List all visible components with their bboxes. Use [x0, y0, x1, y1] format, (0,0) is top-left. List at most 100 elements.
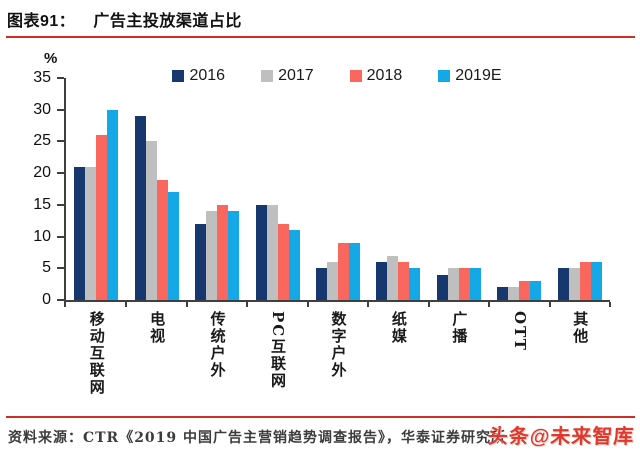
legend-item-2016: 2016 [172, 67, 225, 85]
bar-group-3 [187, 78, 249, 307]
y-tick-label: 20 [33, 164, 51, 182]
y-tick-label: 35 [33, 69, 51, 86]
bar-2018 [458, 268, 470, 300]
legend-swatch-2019E [438, 70, 451, 82]
x-category-2: 电视 [126, 311, 186, 396]
legend-label: 2017 [278, 67, 314, 84]
bar-2017 [326, 261, 338, 300]
bar-2019E [288, 230, 300, 300]
bar-2016 [376, 261, 388, 300]
legend-item-2019E: 2019E [438, 67, 502, 85]
legend-label: 2016 [189, 67, 226, 84]
x-category-label: 移动互联网 [87, 311, 106, 396]
x-category-3: 传统户外 [187, 311, 247, 396]
watermark-text: 头条@未来智库 [487, 426, 636, 448]
figure-header: 图表91： 广告主投放渠道占比 [7, 7, 242, 31]
figure-title: 广告主投放渠道占比 [93, 13, 242, 30]
bar-2018 [579, 261, 591, 300]
x-category-label: PC互联网 [269, 311, 288, 390]
bar-2018 [156, 179, 168, 300]
y-tick-label: 15 [33, 195, 51, 213]
y-tick-mark [57, 108, 64, 111]
x-category-label: 数字户外 [329, 311, 348, 379]
footer-divider [6, 416, 635, 418]
x-category-8: OTT [489, 311, 549, 396]
y-tick-mark [57, 299, 64, 301]
bar-2017 [145, 141, 157, 300]
bar-2019E [590, 261, 602, 300]
bar-2017 [387, 255, 399, 300]
chart-area: 0 5 10 15 20 25 30 35 [28, 69, 612, 308]
bar-2019E [530, 280, 542, 300]
x-category-5: 数字户外 [308, 311, 368, 396]
bar-2016 [134, 116, 146, 300]
bar-2017 [206, 211, 218, 300]
bar-2019E [348, 242, 360, 300]
bar-2016 [255, 204, 267, 300]
y-tick-label: 25 [33, 132, 51, 150]
bar-group-9 [550, 78, 612, 307]
bar-2018 [217, 204, 229, 300]
bar-2019E [228, 211, 240, 300]
x-category-label: 传统户外 [208, 311, 227, 379]
bar-2016 [74, 166, 86, 300]
x-category-1: 移动互联网 [66, 311, 126, 396]
bar-2019E [167, 192, 179, 300]
bar-2018 [519, 280, 531, 300]
legend-item-2018: 2018 [349, 67, 403, 85]
bar-2019E [107, 109, 119, 300]
title-divider [6, 36, 635, 38]
y-tick-mark [57, 172, 64, 175]
y-tick-mark [57, 140, 64, 143]
bar-2018 [96, 135, 108, 300]
legend-item-2017: 2017 [261, 67, 314, 85]
y-tick-mark [57, 267, 64, 270]
bar-2016 [497, 287, 509, 300]
bar-group-7 [429, 78, 491, 307]
bar-group-2 [126, 78, 189, 307]
plot-area [64, 78, 612, 307]
bar-2016 [315, 268, 327, 300]
bar-group-1 [66, 78, 128, 307]
bar-2018 [337, 242, 349, 300]
x-category-label: 纸媒 [389, 311, 408, 345]
chart-legend: 2016 2017 2018 2019E [64, 67, 610, 85]
x-category-6: 纸媒 [368, 311, 428, 396]
y-tick-label: 0 [42, 291, 51, 308]
bar-2016 [436, 274, 448, 300]
legend-swatch-2016 [172, 70, 185, 82]
bar-2017 [85, 166, 97, 300]
legend-label: 2019E [455, 67, 502, 84]
bar-2017 [447, 268, 459, 300]
bar-2017 [266, 204, 278, 300]
legend-swatch-2018 [349, 70, 362, 82]
figure-number: 图表91： [7, 13, 76, 30]
legend-label: 2018 [366, 67, 403, 84]
y-tick-label: 5 [42, 259, 51, 277]
y-tick-label: 30 [33, 100, 51, 118]
x-category-label: 广播 [450, 311, 469, 345]
y-tick-mark [57, 235, 64, 238]
y-tick-label: 10 [33, 227, 51, 245]
y-tick-mark [57, 77, 64, 79]
bar-2016 [195, 223, 207, 300]
bar-2019E [409, 268, 421, 300]
x-axis-labels: 移动互联网 电视 传统户外 PC互联网 数字户外 纸媒 广播 OTT 其他 [66, 311, 610, 396]
x-category-label: OTT [510, 311, 529, 352]
bar-2018 [277, 223, 289, 300]
bar-group-8 [489, 78, 551, 307]
bar-2017 [568, 268, 580, 300]
bar-group-5 [308, 78, 370, 307]
bar-group-6 [368, 78, 431, 307]
y-tick-mark [57, 203, 64, 206]
bar-2016 [557, 268, 569, 300]
bar-2019E [469, 268, 481, 300]
bar-2018 [398, 261, 410, 300]
bar-group-4 [247, 78, 310, 307]
x-category-label: 其他 [571, 311, 590, 345]
bar-2017 [508, 287, 520, 300]
y-axis: 0 5 10 15 20 25 30 35 [28, 69, 64, 308]
x-category-9: 其他 [550, 311, 610, 396]
x-category-label: 电视 [148, 311, 167, 345]
